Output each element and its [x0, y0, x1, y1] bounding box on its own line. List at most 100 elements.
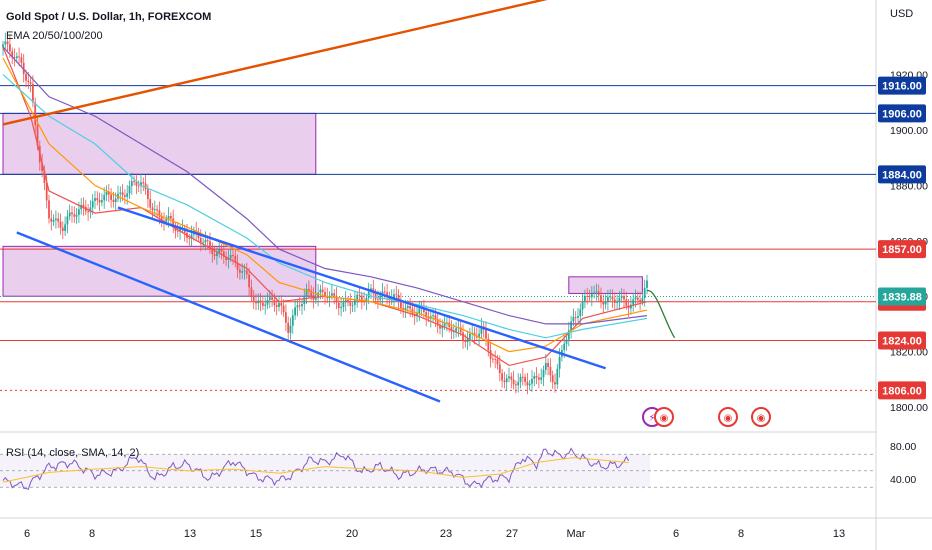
rsi-legend[interactable]: RSI (14, close, SMA, 14, 2) [6, 447, 140, 459]
candle-body [450, 326, 453, 332]
candle-body [296, 305, 299, 308]
level-price-label: 1884.00 [878, 165, 926, 184]
candle [66, 209, 69, 234]
candle-body [285, 312, 287, 323]
candle-body [57, 218, 60, 222]
candle [535, 367, 538, 385]
candle-body [643, 287, 646, 298]
candle [82, 197, 85, 216]
candle [140, 173, 142, 194]
candle [71, 205, 73, 223]
candle-body [581, 301, 584, 310]
candle [248, 267, 250, 297]
candle [278, 296, 280, 312]
economic-event-icon: ◉ [654, 407, 674, 427]
candle-body [34, 102, 37, 125]
candle-body [540, 377, 543, 380]
candle [618, 290, 621, 311]
candle-body [220, 249, 223, 252]
candle-body [280, 303, 283, 306]
candle-body [234, 256, 237, 263]
candle [416, 306, 418, 323]
candle [43, 165, 46, 190]
candle [367, 282, 370, 305]
candle-body [252, 296, 255, 301]
candle [89, 200, 92, 219]
candle-body [105, 191, 108, 195]
ema-legend[interactable]: EMA 20/50/100/200 [6, 30, 103, 42]
candle-body [248, 274, 250, 288]
candle-body [294, 307, 296, 316]
x-tick-label: 23 [440, 528, 452, 540]
candle [57, 212, 60, 229]
event-icon-glyph: ◉ [757, 413, 766, 424]
candle-body [558, 356, 561, 369]
candle-body [66, 216, 69, 225]
candle-body [508, 376, 510, 379]
candle [567, 321, 570, 347]
candle-body [160, 216, 163, 222]
price-label-text: 1824.00 [882, 336, 922, 348]
candle-body [416, 313, 418, 317]
candle-body [625, 299, 628, 306]
candle [239, 263, 241, 280]
candle [572, 308, 575, 326]
candle [556, 363, 559, 389]
candle [149, 190, 152, 211]
candle-body [137, 185, 140, 187]
candle [485, 321, 487, 347]
candle-body [613, 299, 616, 303]
candle [593, 285, 595, 299]
candle [581, 293, 584, 317]
candle-body [298, 305, 301, 307]
candle [542, 365, 545, 387]
candle-body [68, 212, 71, 217]
event-icon-glyph: ⚡ [648, 413, 655, 424]
symbol-legend[interactable]: Gold Spot / U.S. Dollar, 1h, FOREXCOM [6, 11, 212, 23]
candle-body [335, 295, 338, 303]
candle-body [75, 214, 78, 217]
trendline-channel-lower [16, 231, 441, 403]
candle [124, 189, 126, 205]
candle [549, 358, 552, 383]
candle-body [618, 297, 621, 303]
candle-body [176, 230, 179, 232]
x-tick-label: 8 [738, 528, 744, 540]
candle [510, 372, 513, 389]
candle-body [443, 322, 446, 327]
candle [216, 247, 218, 265]
candle-body [45, 182, 48, 201]
candle-body [314, 298, 317, 300]
candle-body [190, 234, 193, 239]
candle [156, 204, 158, 219]
candle [303, 288, 306, 311]
candle-body [565, 339, 568, 344]
candle-body [395, 294, 398, 296]
event-icon-glyph: ◉ [660, 413, 669, 424]
ema-line [2, 57, 648, 353]
price-label-text: 1884.00 [882, 169, 922, 181]
candle [271, 289, 273, 307]
candle [600, 287, 602, 309]
candle [354, 290, 356, 313]
candle [590, 286, 593, 307]
candle-body [87, 211, 89, 213]
candle [609, 289, 612, 302]
candle [264, 297, 267, 315]
candle [508, 367, 510, 383]
candle [262, 295, 264, 311]
candle [533, 372, 536, 387]
candle [234, 249, 237, 268]
candle-body [577, 316, 579, 318]
candle-body [331, 293, 333, 296]
price-label-text: 1857.00 [882, 244, 922, 256]
candle-body [266, 299, 269, 305]
candle [48, 194, 50, 224]
candle [351, 301, 354, 312]
candle-body [289, 325, 292, 333]
candle-body [473, 332, 476, 336]
candle-body [611, 296, 614, 300]
candle-body [151, 207, 154, 211]
candle-body [634, 297, 637, 300]
